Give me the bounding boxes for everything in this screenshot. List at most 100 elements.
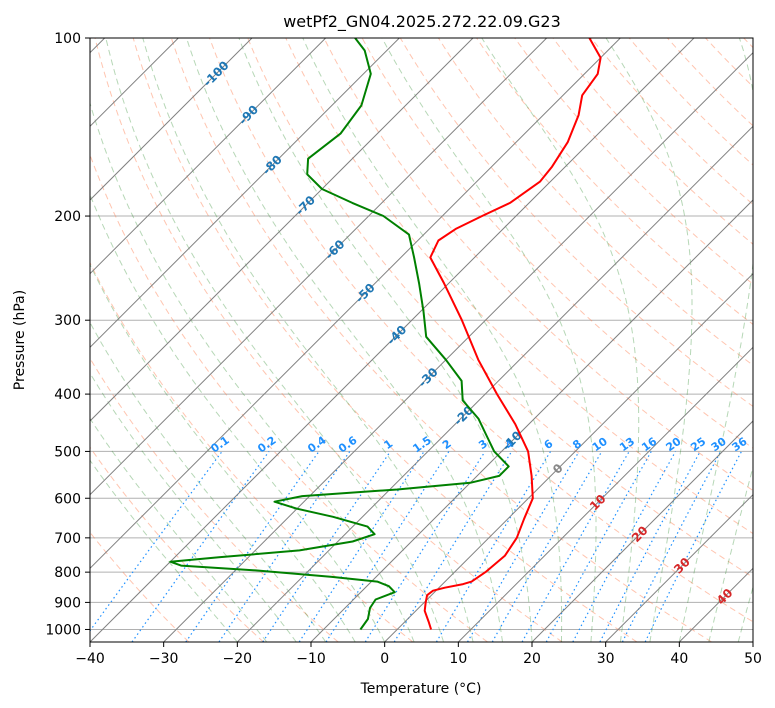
x-tick-label: 40 bbox=[670, 651, 688, 667]
mixing-ratio-line bbox=[599, 451, 701, 642]
dry-adiabat bbox=[90, 153, 488, 642]
moist-adiabat bbox=[186, 38, 503, 642]
isotherm bbox=[90, 38, 695, 642]
isotherm bbox=[384, 272, 753, 642]
moist-adiabat bbox=[90, 321, 327, 642]
mixing-ratio-line bbox=[325, 451, 450, 642]
y-tick-label: 500 bbox=[54, 444, 81, 460]
mixing-ratio-label: 6 bbox=[542, 437, 556, 452]
dry-adiabat bbox=[514, 38, 753, 285]
moist-adiabats bbox=[90, 38, 753, 642]
x-tick-label: −20 bbox=[223, 651, 253, 667]
x-axis: −40 −30 −20 −10 0 10 20 30 40 50 bbox=[75, 642, 762, 667]
dry-adiabat bbox=[743, 38, 753, 49]
dry-adiabat bbox=[323, 38, 753, 492]
y-tick-label: 600 bbox=[54, 491, 81, 507]
y-tick-label: 1000 bbox=[45, 622, 81, 638]
y-axis: 100 200 300 400 500 600 700 800 900 1000 bbox=[45, 31, 90, 638]
mixing-ratio-line bbox=[298, 451, 425, 642]
dry-adiabats bbox=[90, 38, 753, 642]
mixing-ratio-line bbox=[545, 451, 652, 642]
x-tick-label: 0 bbox=[380, 651, 389, 667]
mixing-ratio-label: 2 bbox=[440, 437, 454, 452]
moist-adiabat bbox=[90, 193, 386, 642]
mixing-ratio-line bbox=[218, 451, 351, 642]
dry-adiabat bbox=[628, 38, 753, 166]
moist-adiabat bbox=[105, 38, 445, 642]
sounding-profiles bbox=[169, 38, 602, 631]
isotherm bbox=[752, 641, 753, 642]
pressure-gridlines bbox=[90, 38, 753, 630]
x-tick-label: 30 bbox=[597, 651, 615, 667]
dry-adiabat bbox=[90, 531, 190, 642]
dry-adiabat bbox=[705, 38, 753, 88]
mixing-ratio-line bbox=[435, 451, 552, 642]
x-tick-label: −10 bbox=[296, 651, 326, 667]
mixing-ratio-line bbox=[466, 451, 580, 642]
y-tick-label: 100 bbox=[54, 31, 81, 47]
isotherm bbox=[457, 346, 753, 642]
mixing-ratio-line bbox=[131, 451, 270, 642]
dry-adiabat bbox=[132, 38, 638, 642]
dry-adiabat bbox=[247, 38, 753, 578]
dry-adiabat bbox=[667, 38, 753, 127]
dewpoint-line bbox=[169, 38, 510, 631]
dry-adiabat bbox=[476, 38, 753, 326]
isotherm bbox=[90, 38, 253, 201]
moist-adiabat bbox=[90, 263, 356, 642]
mixing-ratio-label: 1.5 bbox=[410, 434, 433, 456]
mixing-ratio-line bbox=[572, 451, 677, 642]
dry-adiabat bbox=[94, 38, 563, 642]
moist-adiabat bbox=[142, 38, 474, 642]
isotherm bbox=[678, 567, 753, 642]
isotherm bbox=[310, 199, 753, 642]
isotherm bbox=[236, 125, 753, 642]
y-tick-label: 300 bbox=[54, 313, 81, 329]
moist-adiabat bbox=[90, 459, 238, 642]
dry-adiabat bbox=[399, 38, 753, 408]
dry-adiabat bbox=[209, 38, 753, 623]
plot-frame bbox=[89, 37, 754, 643]
mixing-ratio-line bbox=[90, 451, 223, 632]
y-axis-label: Pressure (hPa) bbox=[12, 290, 28, 390]
isotherm bbox=[605, 493, 753, 642]
x-tick-label: −40 bbox=[75, 651, 105, 667]
mixing-ratio-label: 0.4 bbox=[305, 433, 329, 455]
mixing-ratio-lines bbox=[90, 451, 743, 642]
moist-adiabat bbox=[90, 417, 268, 642]
y-tick-label: 900 bbox=[54, 595, 81, 611]
x-tick-label: 10 bbox=[449, 651, 467, 667]
moist-adiabat bbox=[238, 38, 533, 642]
x-axis-label: Temperature (°C) bbox=[360, 681, 482, 697]
mixing-ratio-line bbox=[364, 451, 486, 642]
dry-adiabat bbox=[590, 38, 753, 206]
moist-adiabat bbox=[737, 585, 753, 642]
dry-adiabat bbox=[90, 261, 414, 642]
moist-adiabat bbox=[381, 38, 597, 642]
isotherm bbox=[90, 38, 621, 570]
x-tick-label: −30 bbox=[149, 651, 179, 667]
isotherm bbox=[531, 420, 753, 642]
isotherm bbox=[90, 38, 474, 422]
dry-adiabat bbox=[90, 446, 264, 642]
mixing-ratio-label: 0.1 bbox=[208, 434, 231, 456]
y-tick-label: 200 bbox=[54, 209, 81, 225]
isotherm bbox=[90, 38, 548, 496]
x-tick-label: 20 bbox=[523, 651, 541, 667]
isotherm bbox=[163, 51, 753, 642]
moist-adiabat bbox=[302, 38, 563, 642]
moist-adiabat bbox=[481, 38, 640, 642]
y-tick-label: 800 bbox=[54, 565, 81, 581]
moist-adiabat bbox=[90, 372, 297, 642]
x-tick-label: 50 bbox=[744, 651, 762, 667]
dry-adiabat bbox=[170, 38, 712, 642]
mixing-ratio-line bbox=[393, 451, 513, 642]
mixing-ratio-line bbox=[521, 451, 630, 642]
mixing-ratio-line bbox=[185, 451, 320, 642]
skewt-labels: 0.1 0.2 0.4 0.6 1 1.5 2 3 4 6 8 10 13 16 20 25 30 36-100-… bbox=[201, 58, 750, 607]
y-tick-label: 700 bbox=[54, 531, 81, 547]
isotherm bbox=[90, 38, 327, 275]
isotherms bbox=[90, 38, 753, 642]
temperature-line bbox=[423, 38, 602, 630]
